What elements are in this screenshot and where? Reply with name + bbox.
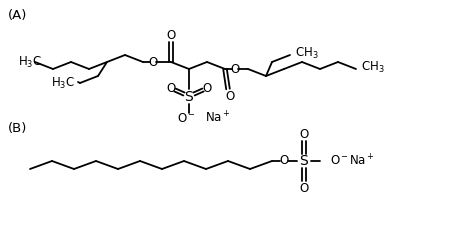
- Text: O: O: [225, 90, 235, 102]
- Text: O$^-$: O$^-$: [177, 111, 197, 124]
- Text: O: O: [148, 55, 158, 68]
- Text: $\mathsf{H_3C}$: $\mathsf{H_3C}$: [51, 75, 75, 91]
- Text: (B): (B): [8, 122, 27, 135]
- Text: O: O: [202, 82, 211, 95]
- Text: O$^-$: O$^-$: [330, 155, 349, 168]
- Text: O: O: [166, 82, 176, 95]
- Text: $\mathsf{H_3C}$: $\mathsf{H_3C}$: [18, 55, 42, 69]
- Text: S: S: [300, 154, 309, 168]
- Text: O: O: [230, 63, 240, 76]
- Text: $\mathsf{CH_3}$: $\mathsf{CH_3}$: [295, 46, 319, 60]
- Text: Na$^+$: Na$^+$: [205, 110, 231, 126]
- Text: O: O: [279, 155, 289, 168]
- Text: $\mathsf{CH_3}$: $\mathsf{CH_3}$: [361, 59, 385, 75]
- Text: O: O: [300, 182, 309, 195]
- Text: S: S: [185, 90, 193, 104]
- Text: (A): (A): [8, 9, 27, 22]
- Text: O: O: [300, 128, 309, 141]
- Text: O: O: [166, 28, 176, 41]
- Text: Na$^+$: Na$^+$: [349, 153, 375, 169]
